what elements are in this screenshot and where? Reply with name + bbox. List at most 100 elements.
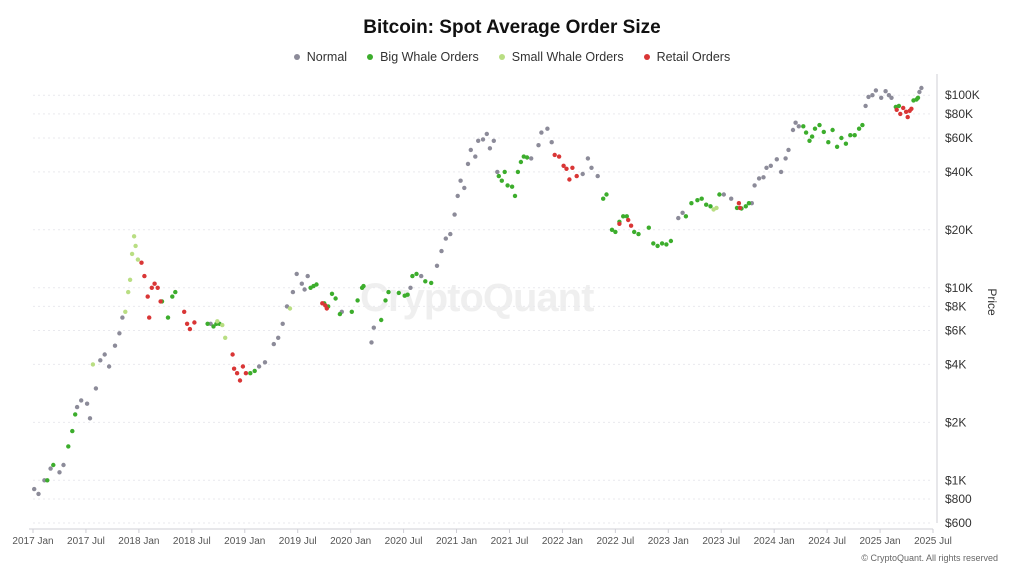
data-point[interactable] — [896, 103, 902, 109]
data-point[interactable] — [812, 126, 818, 131]
data-point[interactable] — [529, 156, 534, 161]
data-point[interactable] — [613, 229, 618, 235]
data-point[interactable] — [211, 324, 216, 329]
data-point[interactable] — [48, 466, 53, 471]
data-point[interactable] — [405, 292, 410, 297]
data-point[interactable] — [570, 165, 575, 170]
data-point[interactable] — [419, 273, 424, 279]
data-point[interactable] — [856, 126, 862, 131]
data-point[interactable] — [626, 217, 631, 223]
data-point[interactable] — [830, 127, 835, 133]
data-point[interactable] — [894, 107, 899, 113]
data-point[interactable] — [45, 478, 50, 483]
data-point[interactable] — [717, 192, 722, 197]
data-point[interactable] — [170, 294, 175, 299]
data-point[interactable] — [574, 173, 579, 179]
data-point[interactable] — [909, 106, 914, 112]
data-point[interactable] — [117, 331, 122, 336]
data-point[interactable] — [127, 277, 133, 282]
data-point[interactable] — [305, 273, 310, 279]
data-point[interactable] — [371, 325, 376, 330]
data-point[interactable] — [549, 140, 554, 145]
data-point[interactable] — [126, 289, 131, 295]
data-point[interactable] — [628, 223, 634, 228]
data-point[interactable] — [617, 221, 622, 226]
legend-item-retail-orders[interactable]: Retail Orders — [643, 50, 730, 64]
data-point[interactable] — [768, 163, 773, 168]
data-point[interactable] — [379, 317, 384, 323]
data-point[interactable] — [57, 470, 62, 475]
data-point[interactable] — [839, 135, 844, 141]
data-point[interactable] — [870, 93, 875, 98]
data-point[interactable] — [505, 183, 510, 188]
data-point[interactable] — [636, 231, 641, 237]
data-point[interactable] — [423, 279, 428, 284]
data-point[interactable] — [329, 291, 335, 296]
data-point[interactable] — [135, 257, 141, 262]
data-point[interactable] — [793, 120, 798, 125]
data-point[interactable] — [585, 156, 591, 161]
data-point[interactable] — [414, 271, 419, 277]
data-point[interactable] — [51, 462, 56, 468]
data-point[interactable] — [915, 95, 921, 101]
data-point[interactable] — [518, 159, 524, 165]
data-point[interactable] — [324, 306, 329, 311]
data-point[interactable] — [187, 326, 193, 332]
data-point[interactable] — [158, 299, 163, 304]
data-point[interactable] — [173, 289, 178, 295]
data-point[interactable] — [155, 285, 160, 290]
data-point[interactable] — [102, 352, 107, 357]
data-point[interactable] — [659, 241, 665, 246]
data-point[interactable] — [496, 173, 501, 179]
data-point[interactable] — [361, 283, 366, 289]
data-point[interactable] — [860, 122, 865, 128]
data-point[interactable] — [834, 144, 840, 149]
data-point[interactable] — [205, 321, 210, 326]
data-point[interactable] — [355, 298, 360, 303]
data-point[interactable] — [182, 309, 187, 314]
data-point[interactable] — [539, 130, 544, 135]
data-point[interactable] — [736, 201, 742, 206]
data-point[interactable] — [443, 236, 448, 241]
data-point[interactable] — [484, 131, 489, 137]
data-point[interactable] — [243, 371, 249, 376]
data-point[interactable] — [465, 161, 471, 167]
data-point[interactable] — [248, 371, 253, 376]
data-point[interactable] — [165, 315, 171, 320]
data-point[interactable] — [396, 290, 401, 296]
data-point[interactable] — [294, 271, 299, 277]
data-point[interactable] — [803, 130, 809, 135]
data-point[interactable] — [668, 238, 674, 244]
data-point[interactable] — [184, 321, 190, 326]
data-point[interactable] — [280, 321, 285, 326]
data-point[interactable] — [509, 184, 515, 189]
data-point[interactable] — [133, 243, 138, 249]
data-point[interactable] — [112, 343, 118, 348]
data-point[interactable] — [807, 138, 812, 143]
data-point[interactable] — [863, 103, 868, 109]
data-point[interactable] — [383, 298, 388, 303]
data-point[interactable] — [917, 89, 922, 95]
data-point[interactable] — [689, 201, 694, 206]
data-point[interactable] — [852, 133, 857, 138]
data-point[interactable] — [93, 386, 99, 391]
data-point[interactable] — [783, 156, 788, 161]
data-point[interactable] — [142, 273, 147, 279]
data-point[interactable] — [919, 85, 924, 91]
data-point[interactable] — [349, 309, 354, 314]
data-point[interactable] — [230, 352, 235, 357]
data-point[interactable] — [561, 163, 566, 168]
data-point[interactable] — [152, 281, 157, 286]
data-point[interactable] — [817, 122, 822, 128]
data-point[interactable] — [604, 192, 609, 197]
data-point[interactable] — [215, 319, 220, 324]
data-point[interactable] — [879, 95, 884, 101]
data-point[interactable] — [756, 176, 762, 181]
data-point[interactable] — [36, 491, 41, 497]
data-point[interactable] — [708, 204, 713, 209]
data-point[interactable] — [287, 306, 293, 311]
data-point[interactable] — [786, 147, 791, 153]
data-point[interactable] — [502, 169, 507, 175]
data-point[interactable] — [410, 273, 415, 279]
data-point[interactable] — [651, 241, 656, 246]
